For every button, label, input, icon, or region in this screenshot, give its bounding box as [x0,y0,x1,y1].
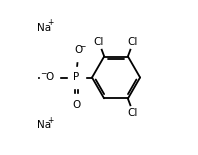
Text: O: O [74,45,82,55]
Text: O: O [45,73,53,82]
Text: P: P [73,73,80,82]
Text: +: + [47,18,53,27]
Text: O: O [72,100,81,110]
Text: Cl: Cl [93,37,104,47]
Text: +: + [47,116,53,125]
Text: Na: Na [37,23,51,33]
Text: Cl: Cl [128,37,138,47]
Text: −: − [40,69,46,78]
Text: Na: Na [37,120,51,130]
Text: Cl: Cl [128,108,138,118]
Text: −: − [79,42,86,51]
